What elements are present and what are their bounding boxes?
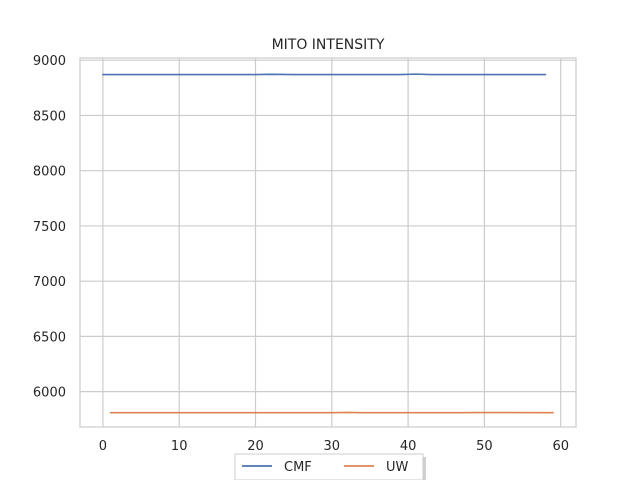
x-axis-ticks: 0 10 20 30 40 50 60: [99, 439, 569, 454]
x-tick-label: 30: [324, 439, 341, 454]
x-tick-label: 0: [99, 439, 107, 454]
x-tick-label: 40: [400, 439, 417, 454]
x-tick-label: 20: [247, 439, 264, 454]
y-tick-label: 6500: [33, 330, 66, 345]
y-tick-label: 7000: [33, 275, 66, 290]
x-tick-label: 50: [476, 439, 493, 454]
legend-label-cmf: CMF: [284, 460, 312, 475]
y-axis-ticks: 6000 6500 7000 7500 8000 8500 9000: [33, 54, 66, 400]
legend: CMF UW: [235, 454, 426, 480]
x-tick-label: 10: [171, 439, 188, 454]
y-tick-label: 9000: [33, 54, 66, 69]
y-tick-label: 7500: [33, 220, 66, 235]
chart-title: MITO INTENSITY: [272, 37, 385, 53]
y-tick-label: 8000: [33, 165, 66, 180]
legend-label-uw: UW: [386, 460, 409, 475]
x-tick-label: 60: [552, 439, 569, 454]
plot-background: [80, 58, 576, 427]
y-tick-label: 6000: [33, 386, 66, 401]
y-tick-label: 8500: [33, 109, 66, 124]
